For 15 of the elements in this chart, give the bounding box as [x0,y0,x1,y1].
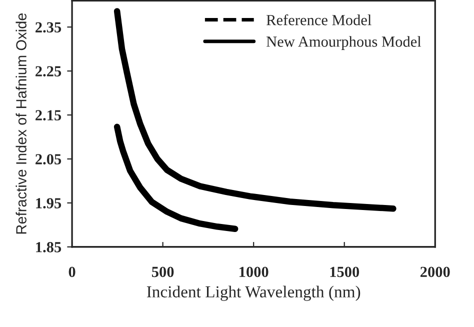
y-tick-label: 2.15 [36,110,62,120]
x-tick-label: 0 [68,266,76,278]
legend-label: Reference Model [266,14,372,26]
y-tick-label: 1.95 [36,198,62,208]
y-tick-label: 2.05 [36,154,62,164]
y-tick-label: 1.85 [36,242,62,252]
legend-label: New Amourphous Model [266,36,422,50]
y-axis-title: Refractive Index of Hafnium Oxide [16,13,26,234]
x-axis-title: Incident Light Wavelength (nm) [146,286,360,301]
y-tick-label: 2.25 [36,66,62,77]
x-tick-label: 1500 [330,266,360,278]
x-tick-label: 500 [152,266,174,278]
x-tick-label: 2000 [420,266,450,278]
y-tick-label: 2.35 [36,22,62,33]
x-tick-label: 1000 [240,266,268,278]
